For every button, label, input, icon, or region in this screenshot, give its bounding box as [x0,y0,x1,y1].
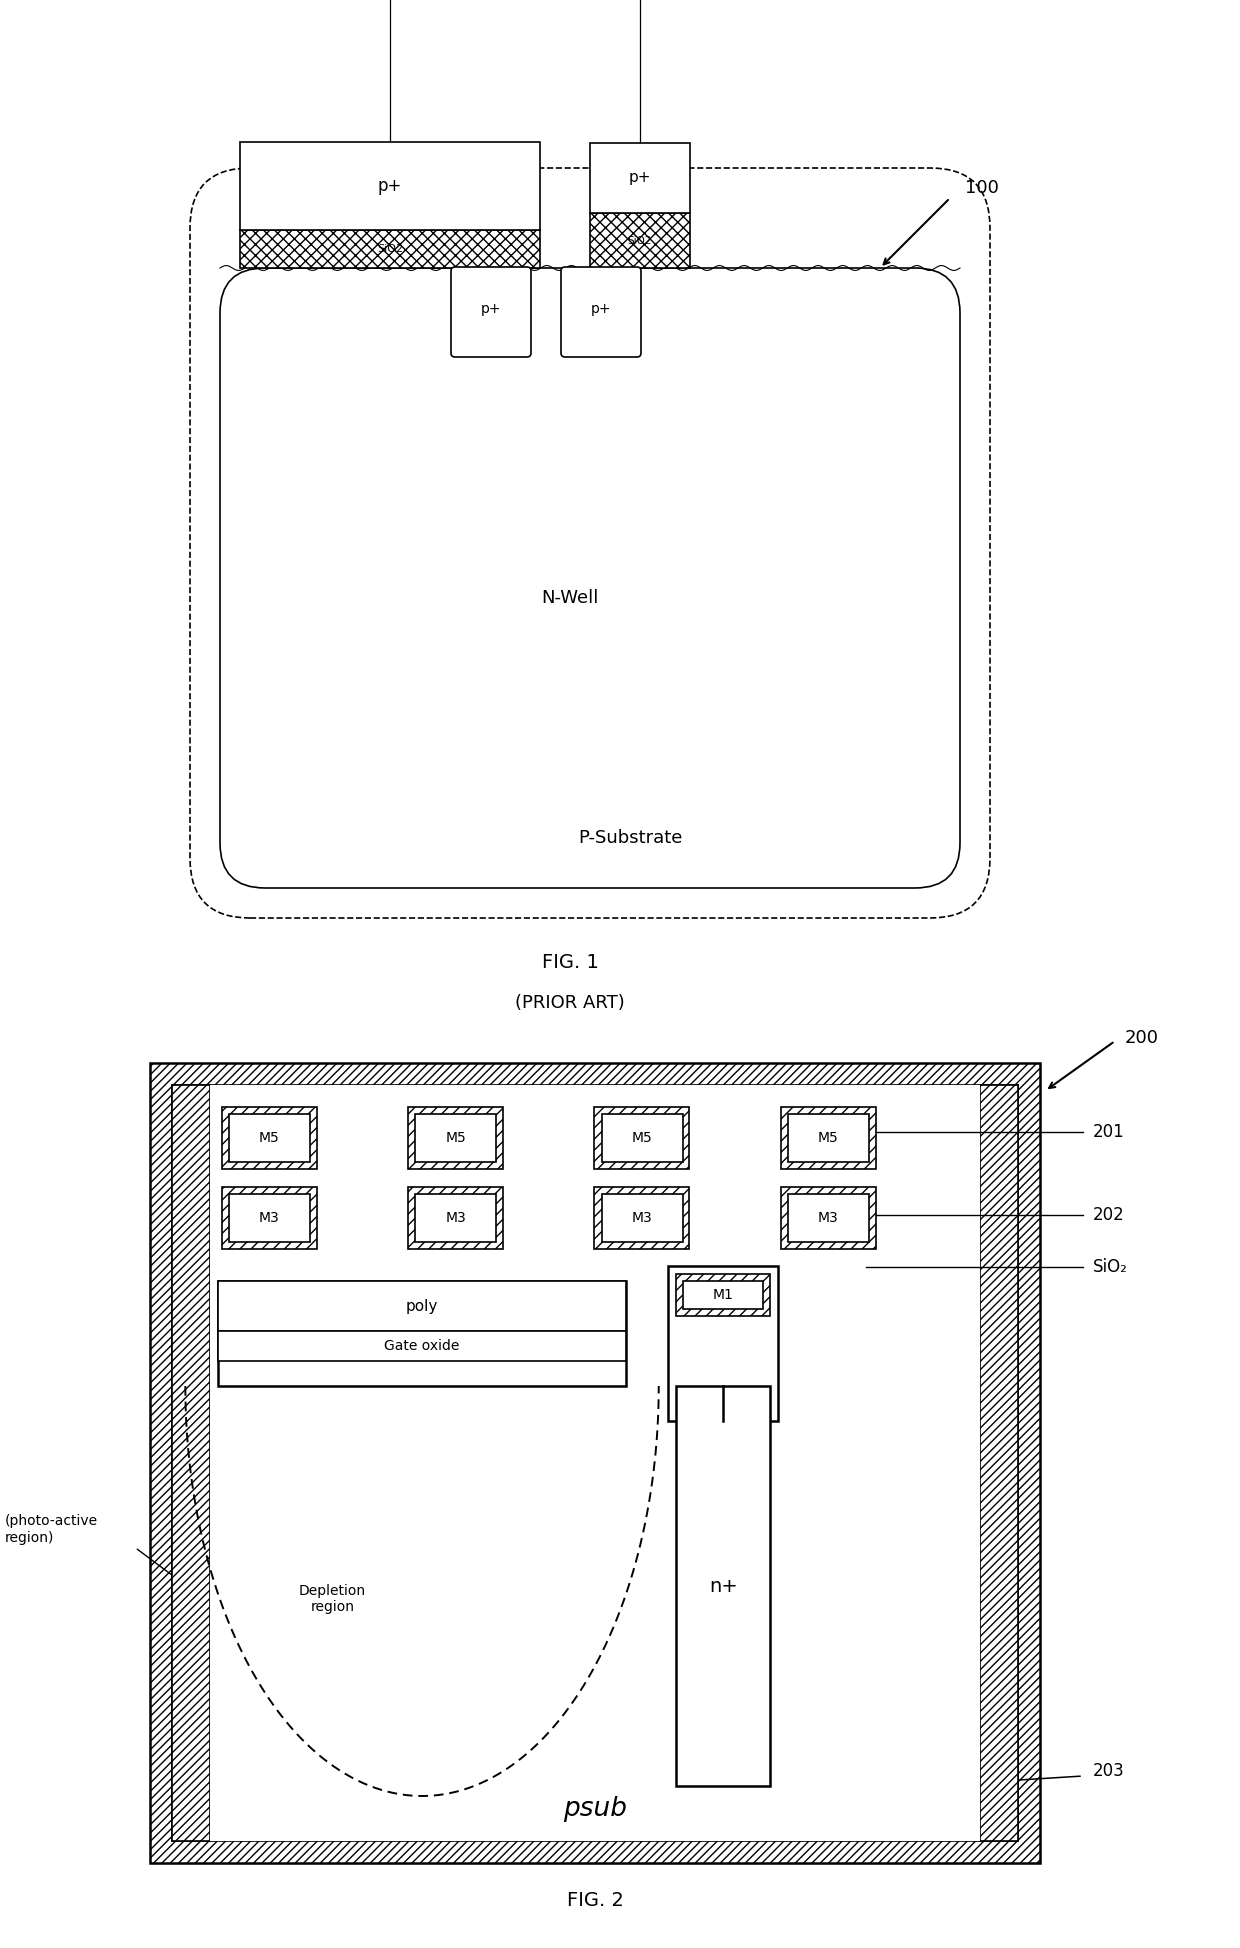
Text: M3: M3 [631,1212,652,1225]
Text: p+: p+ [629,171,651,185]
Text: p+: p+ [378,177,402,195]
Bar [781,1106,875,1169]
Bar [218,1330,626,1362]
Text: SiO2: SiO2 [627,236,652,245]
Bar [601,1114,682,1163]
Text: FIG. 2: FIG. 2 [567,1890,624,1909]
FancyBboxPatch shape [190,168,990,918]
Text: SiO2: SiO2 [377,244,403,253]
Bar [668,1266,779,1420]
Bar [565,343,637,353]
Text: 201: 201 [1092,1122,1125,1142]
Text: P-Substrate: P-Substrate [578,830,682,847]
Bar [676,1385,770,1786]
Bar [222,1186,317,1249]
Text: 203: 203 [1092,1763,1125,1780]
Bar [676,1274,770,1317]
Text: n+: n+ [709,1576,738,1595]
Bar [229,1114,310,1163]
Text: M5: M5 [445,1132,466,1145]
Text: (PRIOR ART): (PRIOR ART) [515,993,625,1013]
Bar [415,1194,496,1243]
Bar [172,1085,1018,1841]
Bar [210,1085,980,1841]
Bar [415,1114,496,1163]
Text: Depletion
region: Depletion region [299,1584,366,1615]
Bar [408,1186,503,1249]
Bar [408,1106,503,1169]
Text: FIG. 1: FIG. 1 [542,953,599,972]
Bar [601,1194,682,1243]
Text: SiO₂: SiO₂ [1092,1258,1128,1276]
Text: M1: M1 [713,1288,734,1301]
Text: M5: M5 [631,1132,652,1145]
FancyBboxPatch shape [451,267,531,356]
Text: poly: poly [405,1299,438,1313]
Text: 202: 202 [1092,1206,1125,1223]
Bar [781,1186,875,1249]
Text: M3: M3 [818,1212,838,1225]
Bar [241,142,539,230]
Text: Gate oxide: Gate oxide [384,1338,460,1354]
FancyBboxPatch shape [560,267,641,356]
Bar [218,1282,626,1385]
Text: p+: p+ [590,302,611,316]
Bar [172,1085,210,1841]
Text: M3: M3 [259,1212,280,1225]
Bar [222,1106,317,1169]
Bar [683,1282,763,1309]
Bar [787,1114,869,1163]
Text: M3: M3 [445,1212,466,1225]
Text: p+: p+ [481,302,501,316]
Text: N-Well: N-Well [542,588,599,608]
Bar [594,1106,689,1169]
Text: M5: M5 [259,1132,280,1145]
Bar [172,1085,1018,1841]
Text: 200: 200 [1125,1029,1159,1046]
Bar [229,1194,310,1243]
Bar [455,343,527,353]
Bar [590,212,689,269]
Text: (photo-active
region): (photo-active region) [5,1514,98,1545]
Bar [787,1194,869,1243]
Text: M5: M5 [818,1132,838,1145]
Bar [150,1064,1040,1862]
Bar [590,142,689,212]
Bar [594,1186,689,1249]
Bar [218,1282,626,1330]
FancyBboxPatch shape [219,269,960,888]
Bar [241,230,539,269]
Bar [980,1085,1018,1841]
Text: 100: 100 [965,179,999,197]
Text: psub: psub [563,1796,627,1821]
